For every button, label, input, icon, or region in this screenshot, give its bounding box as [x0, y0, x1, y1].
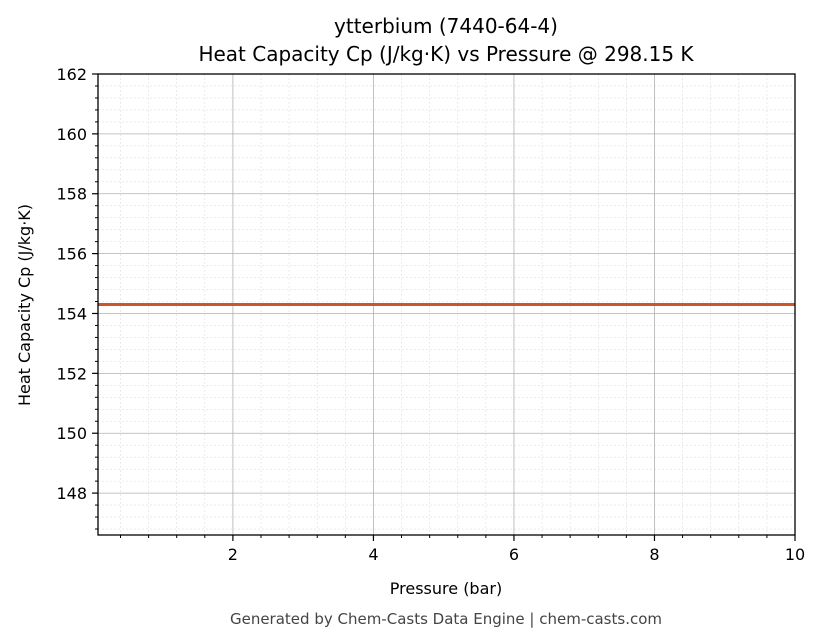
- y-tick-label: 160: [56, 125, 87, 144]
- plot-frame: [97, 73, 796, 536]
- chart-title: ytterbium (7440-64-4): [334, 14, 558, 38]
- y-axis-ticks: 148 150 152 154 156 158 160 162: [56, 65, 98, 530]
- minor-grid: [98, 74, 795, 535]
- x-axis-ticks: 2 4 6 8 10: [119, 535, 805, 564]
- footer-credit: Generated by Chem-Casts Data Engine | ch…: [230, 610, 662, 628]
- y-axis-label: Heat Capacity Cp (J/kg·K): [15, 204, 34, 406]
- y-tick-label: 158: [56, 185, 87, 204]
- y-tick-label: 156: [56, 245, 87, 264]
- x-tick-label: 8: [649, 545, 659, 564]
- y-tick-label: 154: [56, 304, 87, 323]
- x-tick-label: 2: [228, 545, 238, 564]
- chart-subtitle: Heat Capacity Cp (J/kg·K) vs Pressure @ …: [198, 42, 694, 66]
- x-tick-label: 6: [509, 545, 519, 564]
- x-tick-label: 4: [368, 545, 378, 564]
- x-tick-label: 10: [785, 545, 805, 564]
- x-axis-label: Pressure (bar): [390, 579, 502, 598]
- y-tick-label: 150: [56, 424, 87, 443]
- y-tick-label: 162: [56, 65, 87, 84]
- y-tick-label: 152: [56, 364, 87, 383]
- y-tick-label: 148: [56, 484, 87, 503]
